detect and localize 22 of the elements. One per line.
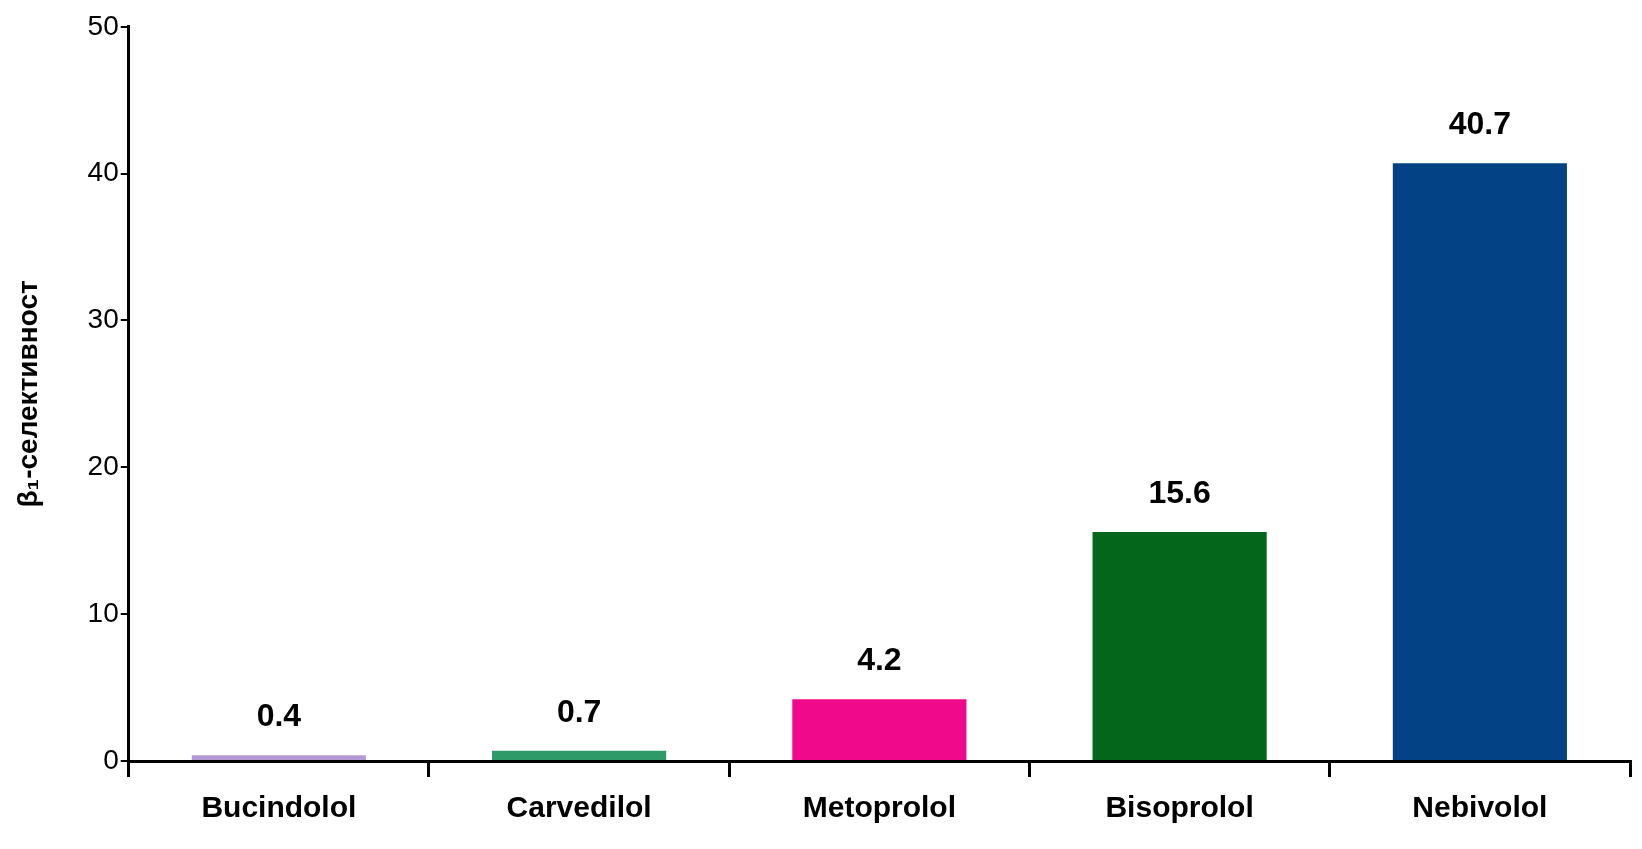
- y-tick-label: 40: [87, 156, 119, 188]
- bar: [1392, 163, 1567, 760]
- y-tick-label: 0: [103, 743, 119, 775]
- y-tick-label: 50: [87, 9, 119, 41]
- data-label: 15.6: [1148, 473, 1211, 510]
- y-axis-title: β₁-селективност: [11, 280, 43, 508]
- x-tick-label: Nebivolol: [1412, 790, 1548, 824]
- x-tick-label: Metoprolol: [802, 790, 957, 824]
- y-tick-label: 30: [87, 303, 119, 335]
- y-tick-label: 20: [87, 450, 119, 482]
- bar: [492, 750, 667, 760]
- bar: [1092, 531, 1267, 760]
- y-tick-label: 10: [87, 596, 119, 628]
- bar: [191, 755, 366, 760]
- data-label: 4.2: [857, 641, 902, 678]
- data-label: 40.7: [1448, 105, 1512, 142]
- data-label: 0.7: [556, 692, 602, 729]
- data-label: 0.4: [256, 696, 302, 733]
- x-tick-label: Carvedilol: [506, 790, 652, 824]
- x-tick-label: Bisoprolol: [1105, 790, 1254, 824]
- bar: [792, 699, 967, 760]
- x-tick-label: Bucindolol: [201, 790, 357, 824]
